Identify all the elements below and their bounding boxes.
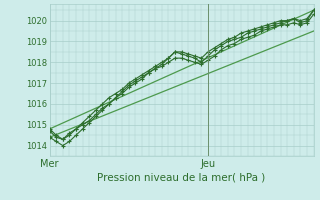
X-axis label: Pression niveau de la mer( hPa ): Pression niveau de la mer( hPa ) xyxy=(98,173,266,183)
